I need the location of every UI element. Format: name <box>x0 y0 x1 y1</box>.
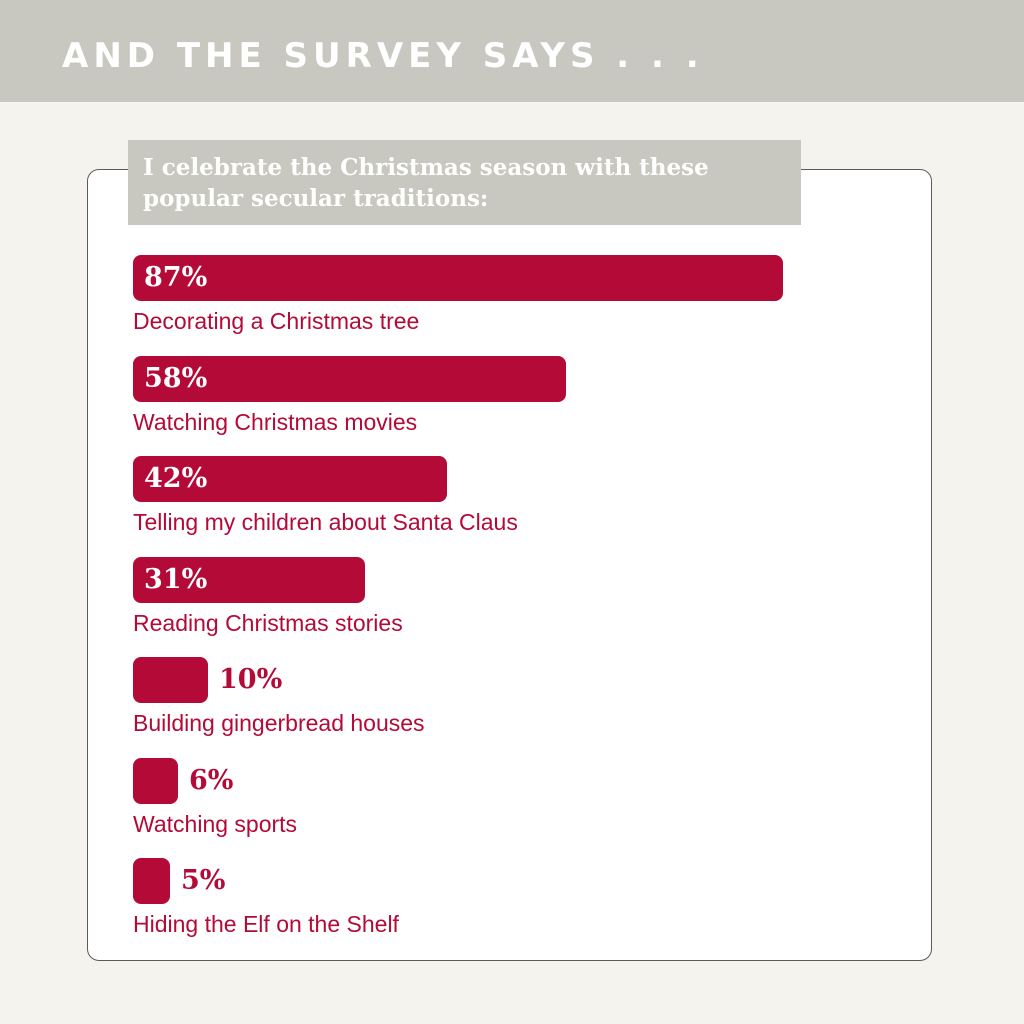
bar-value-label-1: 87% <box>144 262 208 293</box>
bar-value-label-3: 42% <box>144 463 208 494</box>
bar-6 <box>133 758 178 804</box>
chart-title: I celebrate the Christmas season with th… <box>143 154 709 212</box>
bar-value-label-6: 6% <box>189 765 234 796</box>
bar-value-label-7: 5% <box>181 865 226 896</box>
bar-value-label-5: 10% <box>219 664 283 695</box>
bar-5 <box>133 657 208 703</box>
bar-category-label-3: Telling my children about Santa Claus <box>133 509 518 535</box>
bar-category-label-1: Decorating a Christmas tree <box>133 308 420 334</box>
bar-category-label-6: Watching sports <box>133 811 298 837</box>
bar-category-label-7: Hiding the Elf on the Shelf <box>133 911 399 937</box>
bar-1 <box>133 255 783 301</box>
chart-title-box: I celebrate the Christmas season with th… <box>128 140 801 225</box>
bar-value-label-4: 31% <box>144 564 208 595</box>
bar-category-label-4: Reading Christmas stories <box>133 610 403 636</box>
bar-category-label-2: Watching Christmas movies <box>133 409 418 435</box>
bar-value-label-2: 58% <box>144 363 208 394</box>
bar-category-label-5: Building gingerbread houses <box>133 710 425 736</box>
header-band: AND THE SURVEY SAYS . . . <box>0 0 1024 102</box>
bar-3 <box>133 456 447 502</box>
page-title: AND THE SURVEY SAYS . . . <box>62 36 704 76</box>
bar-2 <box>133 356 566 402</box>
bar-4 <box>133 557 365 603</box>
bar-7 <box>133 858 170 904</box>
